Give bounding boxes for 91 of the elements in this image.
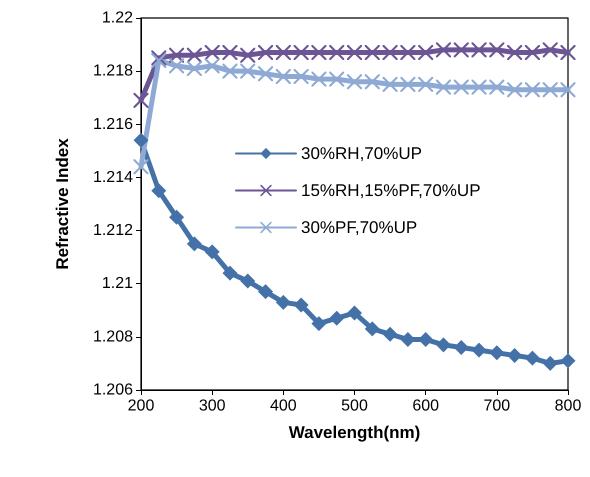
x-tick-label: 500: [341, 398, 368, 414]
point: [134, 92, 148, 108]
point: [472, 80, 487, 95]
point: [186, 60, 202, 76]
point: [418, 45, 434, 60]
x-tick-label: 400: [270, 398, 297, 414]
point: [151, 53, 166, 68]
point: [276, 294, 291, 310]
legend-label: 15%RH,15%PF,70%UP: [301, 181, 481, 200]
point: [542, 356, 558, 371]
point: [204, 45, 220, 60]
point: [329, 310, 344, 326]
point: [436, 42, 451, 58]
x-tick-label: 800: [554, 398, 582, 414]
x-axis-title: Wavelength(nm): [288, 423, 420, 442]
y-axis-title: Refractive Index: [53, 138, 72, 270]
point: [204, 244, 220, 260]
point: [347, 305, 362, 320]
point: [240, 274, 256, 289]
point: [542, 42, 558, 58]
y-tick-label: 1.206: [92, 382, 134, 398]
point: [382, 45, 398, 60]
point: [472, 342, 487, 358]
point: [294, 45, 309, 60]
y-tick-label: 1.212: [92, 222, 134, 240]
point: [169, 58, 184, 74]
point: [222, 266, 238, 281]
point: [329, 72, 344, 87]
point: [524, 82, 540, 98]
point: [258, 45, 274, 60]
x-tick-label: 300: [198, 398, 226, 414]
point: [294, 68, 309, 84]
point: [400, 76, 416, 92]
point: [364, 321, 380, 336]
point: [489, 42, 504, 58]
point: [364, 74, 380, 90]
x-tick-label: 200: [128, 398, 154, 414]
point: [311, 72, 326, 87]
point: [311, 316, 326, 332]
point: [524, 350, 540, 366]
point: [454, 42, 469, 58]
point: [222, 64, 238, 79]
point: [186, 236, 202, 252]
point: [276, 45, 291, 60]
legend-label: 30%RH,70%UP: [301, 144, 422, 163]
y-tick-label: 1.21: [102, 275, 134, 292]
point: [524, 45, 540, 60]
point: [186, 48, 202, 63]
point: [258, 66, 274, 82]
point: [400, 45, 416, 60]
point: [222, 45, 238, 60]
point: [294, 297, 309, 312]
point: [240, 64, 256, 79]
point: [240, 48, 256, 63]
y-tick-label: 1.208: [92, 328, 134, 346]
point: [418, 76, 434, 92]
point: [382, 326, 398, 342]
point: [507, 82, 522, 98]
point: [454, 80, 469, 95]
y-tick-label: 1.216: [92, 116, 134, 133]
y-tick-label: 1.218: [92, 62, 134, 80]
point: [507, 348, 522, 363]
y-tick-label: 1.214: [92, 168, 134, 186]
point: [347, 45, 362, 60]
point: [489, 80, 504, 95]
point: [472, 42, 487, 58]
point: [382, 76, 398, 92]
point: [134, 132, 148, 148]
point: [134, 159, 148, 174]
point: [258, 284, 274, 300]
x-tick-label: 600: [412, 398, 440, 414]
point: [507, 45, 522, 60]
x-tick-label: 700: [483, 398, 510, 414]
point: [560, 45, 576, 60]
point: [436, 80, 451, 95]
y-tick-label: 1.22: [102, 10, 134, 26]
point: [560, 353, 576, 368]
point: [560, 82, 576, 98]
point: [364, 45, 380, 60]
point: [454, 340, 469, 355]
point: [311, 45, 326, 60]
point: [276, 68, 291, 84]
point: [151, 183, 166, 198]
point: [169, 210, 184, 225]
point: [347, 74, 362, 90]
point: [204, 58, 220, 74]
point: [436, 337, 451, 352]
legend-label: 30%PF,70%UP: [301, 218, 418, 237]
point: [542, 82, 558, 98]
point: [489, 345, 504, 360]
point: [329, 45, 344, 60]
